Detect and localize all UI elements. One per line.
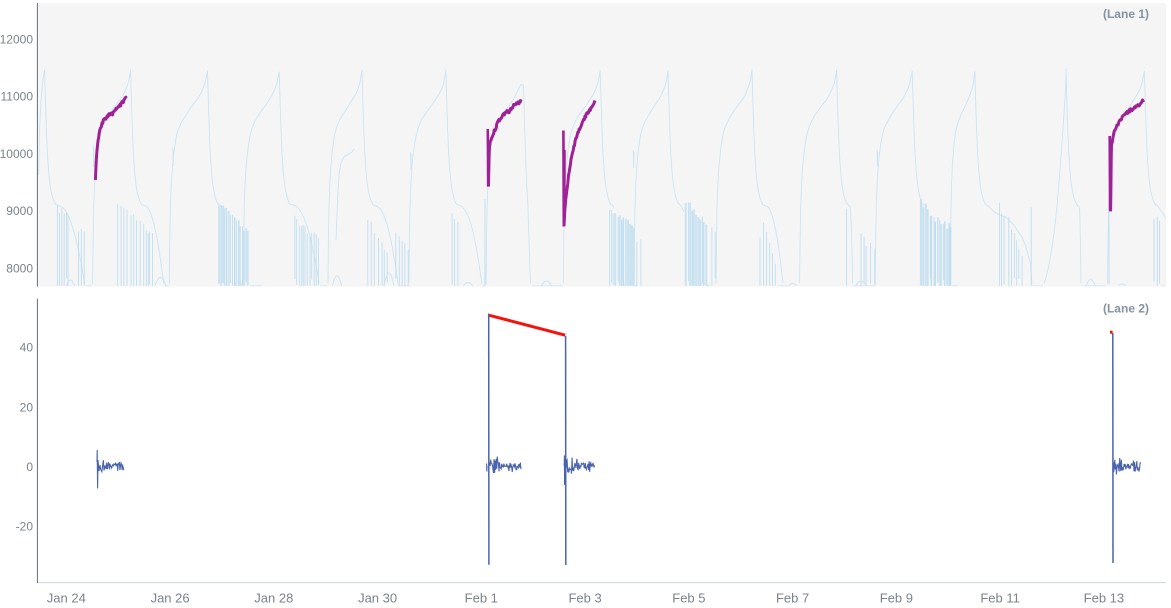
- svg-text:Feb 3: Feb 3: [568, 591, 601, 606]
- svg-text:(Lane 2): (Lane 2): [1103, 302, 1149, 316]
- svg-text:Jan 30: Jan 30: [358, 591, 397, 606]
- svg-text:Feb 1: Feb 1: [465, 591, 498, 606]
- svg-text:12000: 12000: [0, 33, 33, 47]
- svg-text:10000: 10000: [0, 147, 33, 161]
- svg-text:0: 0: [26, 460, 33, 474]
- svg-text:8000: 8000: [6, 262, 33, 276]
- svg-text:Jan 28: Jan 28: [254, 591, 293, 606]
- svg-text:20: 20: [20, 400, 34, 414]
- svg-text:9000: 9000: [6, 204, 33, 218]
- svg-text:Jan 26: Jan 26: [151, 591, 190, 606]
- svg-text:40: 40: [20, 341, 34, 355]
- svg-text:Feb 13: Feb 13: [1084, 591, 1124, 606]
- svg-text:Jan 24: Jan 24: [47, 591, 86, 606]
- svg-text:Feb 7: Feb 7: [776, 591, 809, 606]
- svg-text:Feb 9: Feb 9: [880, 591, 913, 606]
- svg-text:Feb 5: Feb 5: [672, 591, 705, 606]
- svg-text:11000: 11000: [1, 90, 34, 104]
- svg-text:-20: -20: [16, 520, 34, 534]
- svg-text:Feb 11: Feb 11: [980, 591, 1020, 606]
- svg-text:(Lane 1): (Lane 1): [1103, 7, 1149, 21]
